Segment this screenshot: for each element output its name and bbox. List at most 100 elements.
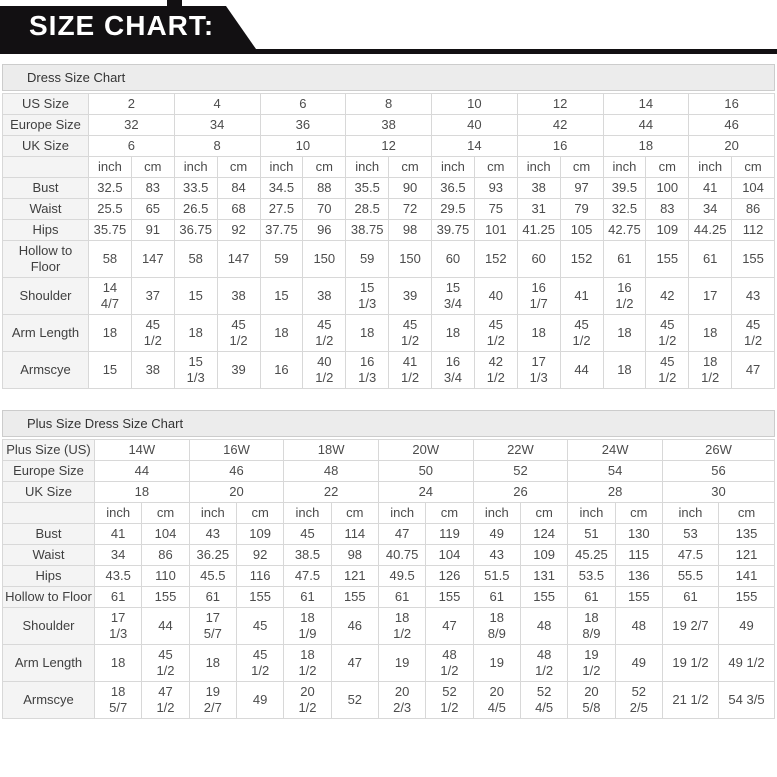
unit-row: inch cm inch cm inch cm inch cm inch cm inch cm inch… <box>2 502 776 524</box>
size-cell: 46 <box>188 460 285 482</box>
measure-cell: 41 <box>93 523 143 545</box>
unit-inch-cell: inch <box>431 156 475 178</box>
measure-cell: 40.75 <box>377 544 427 566</box>
unit-inch-cell: inch <box>259 156 304 178</box>
measure-cell: 55.5 <box>661 565 719 587</box>
size-cell: 10 <box>431 93 518 115</box>
measure-cell: 34.5 <box>259 177 304 199</box>
measure-cell: 18 5/7 <box>93 681 143 719</box>
measure-cell: 135 <box>717 523 776 545</box>
measure-row: Waist 34 86 36.25 92 38.5 98 40.75 104 43 109 45.25… <box>2 544 776 566</box>
measure-cell: 16 1/7 <box>516 277 561 315</box>
measure-cell: 110 <box>141 565 190 587</box>
measure-cell: 17 5/7 <box>188 607 237 645</box>
measure-cell: 45 <box>283 523 332 545</box>
measure-cell: 130 <box>614 523 663 545</box>
measure-cell: 19 2/7 <box>661 607 719 645</box>
unit-cm-cell: cm <box>216 156 261 178</box>
measure-row: Bust 41 104 43 109 45 114 47 119 49 124 51 130 53 135 <box>2 523 776 545</box>
unit-cm-cell: cm <box>559 156 604 178</box>
measure-cell: 37.75 <box>259 219 304 241</box>
measure-cell: 52 4/5 <box>519 681 569 719</box>
measure-cell: 36.5 <box>431 177 475 199</box>
unit-cm-cell: cm <box>141 502 190 524</box>
measure-cell: 155 <box>141 586 190 608</box>
measure-cell: 38.5 <box>283 544 332 566</box>
measure-cell: 155 <box>330 586 379 608</box>
size-cell: 18 <box>94 481 190 503</box>
measure-cell: 147 <box>216 240 261 278</box>
measure-cell: 121 <box>717 544 776 566</box>
measure-cell: 109 <box>235 523 285 545</box>
unit-cm-cell: cm <box>425 502 474 524</box>
unit-cm-cell: cm <box>519 502 569 524</box>
measure-cell: 51 <box>567 523 616 545</box>
unit-inch-cell: inch <box>567 502 616 524</box>
measure-cell: 52 2/5 <box>614 681 663 719</box>
measure-row: Hollow to Floor 61 155 61 155 61 155 61 155 61 155… <box>2 586 776 608</box>
unit-inch-cell: inch <box>88 156 132 178</box>
measure-cell: 43.5 <box>93 565 143 587</box>
measure-cell: 92 <box>235 544 285 566</box>
measure-cell: 19 1/2 <box>661 644 719 682</box>
size-cell: 6 <box>88 135 175 157</box>
measure-cell: 33.5 <box>173 177 218 199</box>
measure-row: Hips 43.5 110 45.5 116 47.5 121 49.5 126 51.5 131 5… <box>2 565 776 587</box>
row-label: Plus Size (US) <box>2 439 95 461</box>
measure-cell: 61 <box>661 586 719 608</box>
measure-cell: 52 1/2 <box>425 681 474 719</box>
unit-cm-cell: cm <box>302 156 347 178</box>
size-cell: 20 <box>688 135 775 157</box>
measure-cell: 109 <box>645 219 690 241</box>
measure-cell: 61 <box>602 240 647 278</box>
measure-cell: 39 <box>388 277 432 315</box>
row-label: Shoulder <box>2 607 95 645</box>
measure-cell: 38.75 <box>345 219 390 241</box>
measure-cell: 18 1/9 <box>283 607 332 645</box>
measure-cell: 36.75 <box>173 219 218 241</box>
measure-cell: 15 3/4 <box>431 277 475 315</box>
size-cell: 6 <box>259 93 347 115</box>
measure-cell: 83 <box>645 198 690 220</box>
measure-cell: 54 3/5 <box>717 681 776 719</box>
unit-cm-cell: cm <box>130 156 175 178</box>
measure-cell: 53.5 <box>567 565 616 587</box>
measure-cell: 104 <box>731 177 775 199</box>
unit-cm-cell: cm <box>473 156 518 178</box>
banner-underline <box>0 49 777 54</box>
measure-cell: 48 1/2 <box>519 644 569 682</box>
size-cell: 16 <box>688 93 775 115</box>
measure-cell: 155 <box>519 586 569 608</box>
measure-cell: 96 <box>302 219 347 241</box>
measure-cell: 100 <box>645 177 690 199</box>
measure-cell: 18 1/2 <box>377 607 427 645</box>
measure-cell: 44.25 <box>688 219 733 241</box>
row-label: Hollow to Floor <box>2 240 89 278</box>
measure-cell: 34 <box>688 198 733 220</box>
measure-cell: 16 <box>259 351 304 389</box>
measure-cell: 45 1/2 <box>645 314 690 352</box>
measure-row: Hips 35.75 91 36.75 92 37.75 96 38.75 98 39.75 101… <box>2 219 775 241</box>
size-cell: 22 <box>283 481 379 503</box>
unit-inch-cell: inch <box>345 156 390 178</box>
dress-size-chart-section: Dress Size Chart US Size 2 4 6 8 10 12 14 16 Euro… <box>2 64 775 389</box>
measure-cell: 49 <box>472 523 521 545</box>
size-cell: 46 <box>688 114 775 136</box>
row-label: UK Size <box>2 135 89 157</box>
measure-cell: 72 <box>388 198 432 220</box>
measure-cell: 114 <box>330 523 379 545</box>
measure-cell: 152 <box>559 240 604 278</box>
measure-cell: 155 <box>235 586 285 608</box>
measure-cell: 90 <box>388 177 432 199</box>
size-cell: 44 <box>602 114 690 136</box>
measure-cell: 27.5 <box>259 198 304 220</box>
measure-cell: 61 <box>283 586 332 608</box>
measure-cell: 49.5 <box>377 565 427 587</box>
measure-cell: 49 <box>235 681 285 719</box>
measure-cell: 61 <box>377 586 427 608</box>
measure-cell: 45 1/2 <box>731 314 775 352</box>
size-cell: 30 <box>661 481 776 503</box>
row-label: Hollow to Floor <box>2 586 95 608</box>
size-cell: 22W <box>472 439 569 461</box>
